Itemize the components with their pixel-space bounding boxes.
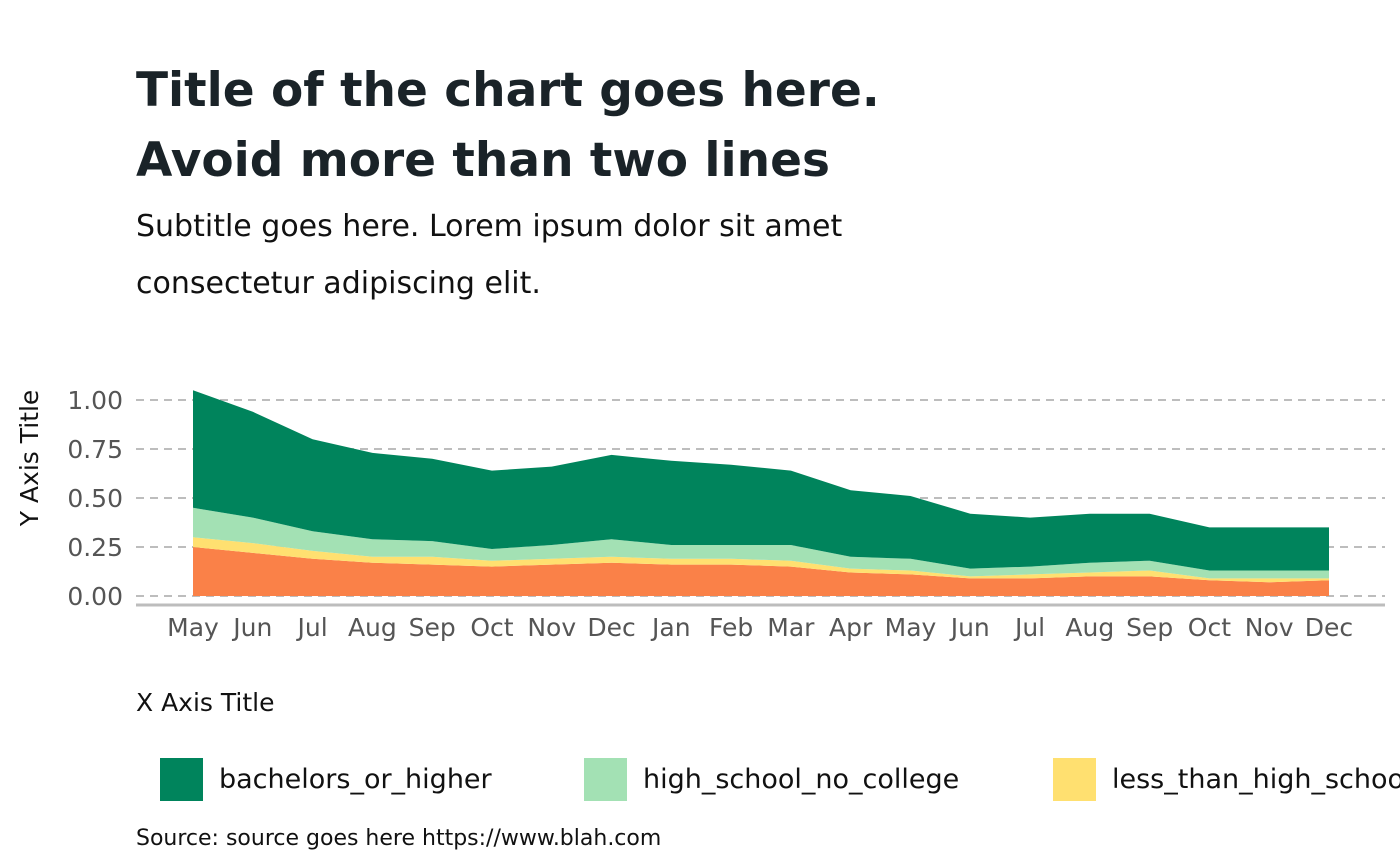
x-tick-label: May [167, 613, 219, 642]
x-tick-label: Feb [709, 613, 753, 642]
chart-title: Title of the chart goes here. Avoid more… [136, 56, 880, 196]
x-tick-label: Apr [829, 613, 873, 642]
x-tick-label: Jul [295, 613, 327, 642]
y-tick-label: 1.00 [67, 386, 123, 415]
y-tick-label: 0.75 [67, 435, 123, 464]
legend-label-high-school: high_school_no_college [643, 763, 960, 795]
legend-item-high-school: high_school_no_college [584, 757, 959, 801]
legend-label-bachelors: bachelors_or_higher [219, 763, 492, 795]
y-tick-label: 0.00 [67, 582, 123, 611]
x-tick-label: Nov [527, 613, 576, 642]
x-tick-label: Aug [1065, 613, 1114, 642]
x-tick-label: Jun [949, 613, 990, 642]
x-tick-label: Jan [650, 613, 691, 642]
legend-swatch-bachelors [160, 757, 203, 801]
x-tick-label: Aug [348, 613, 397, 642]
area-bachelors_or_higher [193, 390, 1329, 571]
x-tick-label: Dec [1305, 613, 1353, 642]
chart-title-line-1: Title of the chart goes here. [136, 63, 880, 118]
x-tick-label: Oct [470, 613, 513, 642]
x-tick-label: Jun [231, 613, 272, 642]
legend-label-less-than-high-school: less_than_high_school [1112, 763, 1400, 795]
x-tick-labels: May Jun Jul Aug Sep Oct Nov Dec Jan Feb Mar Apr May J… [167, 613, 1353, 642]
y-tick-label: 0.25 [67, 533, 123, 562]
x-tick-label: May [885, 613, 937, 642]
x-axis-title: X Axis Title [136, 688, 275, 717]
x-tick-label: Nov [1245, 613, 1294, 642]
x-tick-label: Sep [1126, 613, 1173, 642]
x-tick-label: Sep [409, 613, 456, 642]
area-series-4 [193, 547, 1329, 596]
area-series [193, 390, 1329, 596]
area-chart: 0.00 0.25 0.50 0.75 1.00 May Jun Jul Aug Sep Oct N… [15, 386, 1385, 642]
area-high_school_no_college [193, 507, 1329, 579]
source-note: Source: source goes here https://www.bla… [136, 826, 662, 851]
legend-item-less-than-high-school: less_than_high_school [1053, 757, 1400, 801]
x-tick-label: Oct [1188, 613, 1231, 642]
y-axis-title: Y Axis Title [15, 390, 44, 528]
y-tick-labels: 0.00 0.25 0.50 0.75 1.00 [67, 386, 123, 611]
legend-item-bachelors: bachelors_or_higher [160, 757, 492, 801]
chart-subtitle-line-2: consectetur adipiscing elit. [136, 266, 541, 301]
chart-subtitle-line-1: Subtitle goes here. Lorem ipsum dolor si… [136, 209, 843, 244]
y-tick-label: 0.50 [67, 484, 123, 513]
legend: bachelors_or_higher high_school_no_colle… [160, 757, 1400, 801]
chart-title-line-2: Avoid more than two lines [136, 133, 830, 188]
legend-swatch-less-than-high-school [1053, 757, 1096, 801]
chart-subtitle: Subtitle goes here. Lorem ipsum dolor si… [136, 198, 842, 312]
x-tick-label: Dec [587, 613, 635, 642]
legend-swatch-high-school [584, 757, 627, 801]
x-tick-label: Jul [1013, 613, 1045, 642]
x-tick-label: Mar [767, 613, 815, 642]
